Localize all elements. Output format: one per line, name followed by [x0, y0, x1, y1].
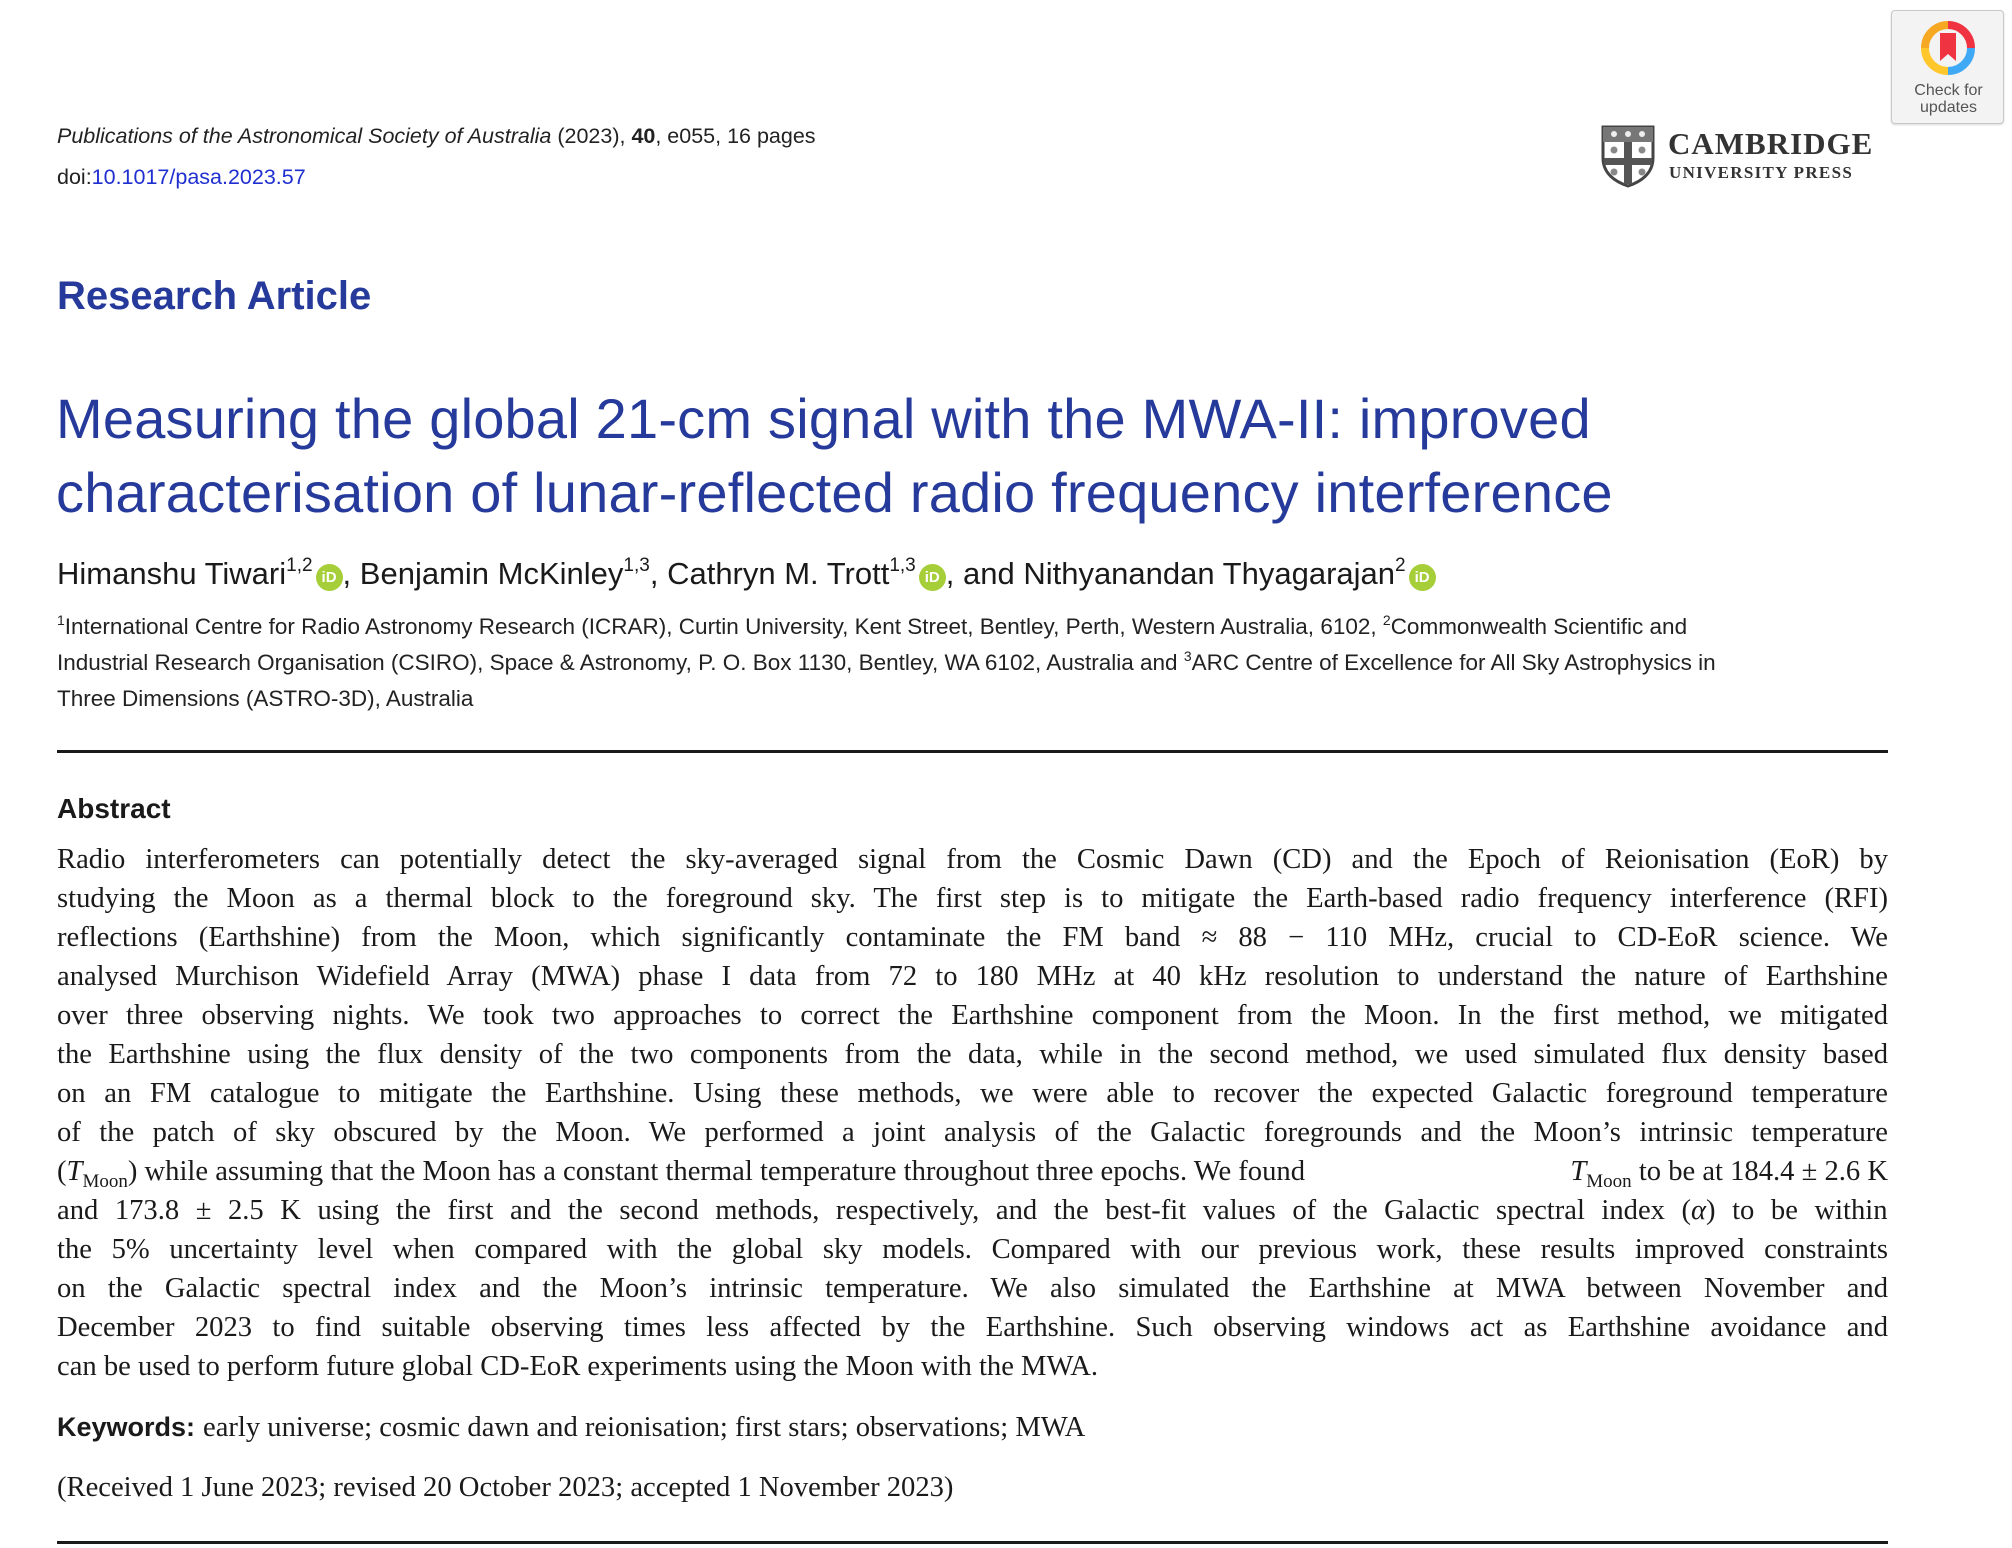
orcid-icon[interactable]: iD: [1408, 564, 1436, 591]
check-for-updates-button[interactable]: Check for updates: [1891, 10, 2004, 124]
author-separator-and: and: [954, 556, 1024, 591]
alpha-symbol: α: [1691, 1195, 1707, 1226]
abstract-line-segment: TMoon to be at 184.4 ± 2.6 K: [1570, 1152, 1888, 1191]
abstract-line-text: ) to be within: [1706, 1195, 1888, 1226]
publisher-name: CAMBRIDGE: [1668, 126, 1874, 161]
affiliation-marker: 3: [1183, 648, 1192, 664]
affiliation-text: Three Dimensions (ASTRO-3D), Australia: [57, 686, 474, 711]
abstract-line: the Earthshine using the flux density of…: [57, 1039, 1888, 1070]
abstract-line-text: and 173.8 ± 2.5 K using the first and th…: [57, 1195, 1692, 1226]
abstract-line: over three observing nights. We took two…: [57, 1000, 1888, 1031]
t-moon-symbol: TMoon: [66, 1156, 128, 1191]
article-title-line-1: Measuring the global 21-cm signal with t…: [56, 387, 1591, 450]
author-name[interactable]: Cathryn M. Trott: [667, 556, 890, 591]
article-title-line-2: characterisation of lunar-reflected radi…: [56, 461, 1613, 524]
affiliation-text: Commonwealth Scientific and: [1390, 614, 1688, 639]
abstract-line: on the Galactic spectral index and the M…: [57, 1273, 1888, 1304]
author-name[interactable]: Nithyanandan Thyagarajan: [1023, 556, 1396, 591]
author-affiliation-marker: 1,2: [286, 555, 313, 576]
publisher-subtitle: UNIVERSITY PRESS: [1669, 163, 1854, 182]
t-symbol: T: [1570, 1156, 1587, 1187]
keywords-text: early universe; cosmic dawn and reionisa…: [203, 1412, 1086, 1443]
paren-open: (: [57, 1156, 67, 1187]
doi-link[interactable]: 10.1017/pasa.2023.57: [91, 165, 306, 189]
t-subscript: Moon: [1586, 1171, 1632, 1192]
affiliations-line-2: Industrial Research Organisation (CSIRO)…: [57, 648, 1716, 676]
affiliation-text: Industrial Research Organisation (CSIRO)…: [57, 650, 1178, 675]
affiliations-line-1: 1International Centre for Radio Astronom…: [57, 612, 1688, 640]
check-for-updates-label: Check for updates: [1914, 82, 1983, 116]
keywords: Keywords: early universe; cosmic dawn an…: [57, 1411, 1085, 1444]
author-separator: ,: [945, 556, 955, 591]
author-name[interactable]: Himanshu Tiwari: [57, 556, 287, 591]
abstract-heading: Abstract: [57, 793, 171, 824]
abstract-line-text: to be at 184.4 ± 2.6 K: [1638, 1156, 1888, 1187]
abstract-line: and 173.8 ± 2.5 K using the first and th…: [57, 1191, 1888, 1230]
doi-line: doi:10.1017/pasa.2023.57: [57, 165, 306, 190]
abstract-line: studying the Moon as a thermal block to …: [57, 883, 1888, 914]
abstract-line-text: ) while assuming that the Moon has a con…: [127, 1156, 1305, 1187]
t-symbol: T: [66, 1156, 83, 1187]
abstract-line: reflections (Earthshine) from the Moon, …: [57, 922, 1888, 953]
article-type: Research Article: [57, 274, 372, 318]
author-affiliation-marker: 2: [1395, 555, 1406, 576]
affiliation-marker: 2: [1382, 612, 1391, 628]
abstract-body: Radio interferometers can potentially de…: [57, 840, 1888, 1386]
journal-name: Publications of the Astronomical Society…: [57, 124, 552, 148]
article-history: (Received 1 June 2023; revised 20 Octobe…: [57, 1472, 954, 1503]
journal-article-id: , e055, 16 pages: [655, 124, 816, 148]
journal-year: (2023),: [557, 124, 626, 148]
journal-volume: 40: [631, 124, 656, 148]
affiliation-text: International Centre for Radio Astronomy…: [64, 614, 1377, 639]
abstract-line: Radio interferometers can potentially de…: [57, 844, 1888, 875]
orcid-icon[interactable]: iD: [315, 564, 343, 591]
journal-citation: Publications of the Astronomical Society…: [57, 124, 816, 149]
author-separator: ,: [342, 556, 352, 591]
author-separator: ,: [649, 556, 659, 591]
abstract-line: analysed Murchison Widefield Array (MWA)…: [57, 961, 1888, 992]
author-affiliation-marker: 1,3: [623, 555, 650, 576]
divider: [57, 750, 1888, 753]
abstract-line: can be used to perform future global CD-…: [57, 1351, 1099, 1382]
t-subscript: Moon: [82, 1171, 128, 1192]
affiliation-marker: 1: [57, 612, 65, 628]
crossmark-icon: [1921, 21, 1975, 75]
abstract-line: (TMoon) while assuming that the Moon has…: [57, 1152, 1888, 1191]
abstract-line: on an FM catalogue to mitigate the Earth…: [57, 1078, 1888, 1109]
orcid-icon[interactable]: iD: [918, 564, 946, 591]
abstract-line: the 5% uncertainty level when compared w…: [57, 1234, 1888, 1265]
t-moon-symbol: TMoon: [1570, 1156, 1631, 1191]
abstract-line: of the patch of sky obscured by the Moon…: [57, 1117, 1888, 1148]
affiliations-line-3: Three Dimensions (ASTRO-3D), Australia: [57, 686, 473, 712]
abstract-line-segment: and 173.8 ± 2.5 K using the first and th…: [57, 1191, 1888, 1230]
abstract-line: December 2023 to find suitable observing…: [57, 1312, 1888, 1343]
author-list: Himanshu Tiwari1,2iD, Benjamin McKinley1…: [57, 556, 1436, 592]
abstract-line-segment: (TMoon) while assuming that the Moon has…: [57, 1152, 1305, 1191]
keywords-label: Keywords:: [57, 1412, 196, 1442]
doi-label: doi:: [57, 165, 92, 189]
author-affiliation-marker: 1,3: [889, 555, 916, 576]
cambridge-shield-icon: [1601, 125, 1655, 188]
affiliation-text: ARC Centre of Excellence for All Sky Ast…: [1191, 650, 1716, 675]
divider: [57, 1541, 1888, 1544]
author-name[interactable]: Benjamin McKinley: [359, 556, 624, 591]
